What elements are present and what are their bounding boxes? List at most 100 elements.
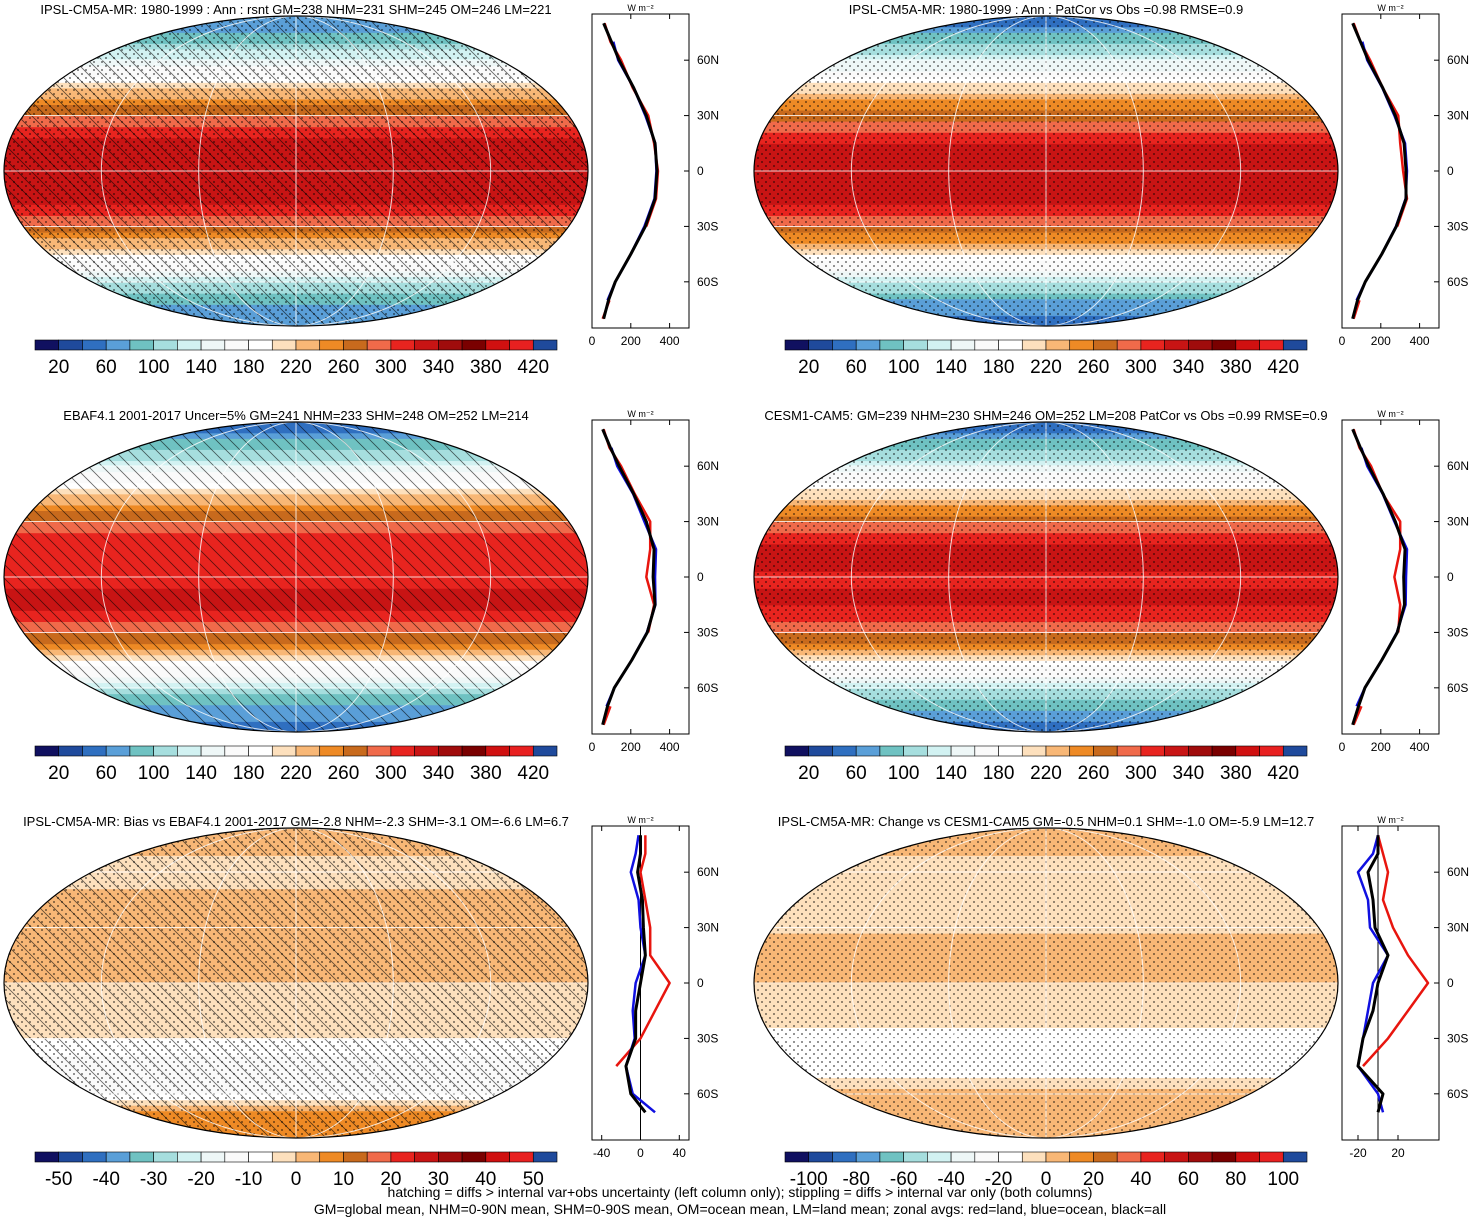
colorbar-box — [271, 745, 297, 757]
colorbar-box — [129, 339, 154, 351]
colorbar-box — [1211, 1151, 1237, 1163]
colorbar-label: 260 — [328, 357, 360, 378]
y-tick-label: 30N — [697, 515, 719, 529]
colorbar-box — [34, 745, 60, 757]
colorbar-label: 100 — [888, 763, 920, 784]
map-band — [754, 332, 1338, 338]
colorbar-label: 100 — [138, 357, 170, 378]
colorbar-label: 0 — [291, 1169, 302, 1190]
colorbar-box — [974, 1151, 999, 1163]
colorbar-label: 300 — [375, 763, 407, 784]
zonal-line — [1352, 428, 1402, 633]
panel-title: IPSL-CM5A-MR: Change vs CESM1-CAM5 GM=-0… — [778, 814, 1314, 829]
colorbar-box — [177, 1151, 202, 1163]
colorbar-box — [82, 339, 107, 351]
colorbar-box — [1211, 745, 1237, 757]
zonal-unit: W m⁻² — [627, 3, 653, 13]
colorbar-label: 380 — [1220, 763, 1252, 784]
colorbar-label: 20 — [1083, 1169, 1104, 1190]
colorbar-label: -20 — [187, 1169, 214, 1190]
colorbar-box — [855, 339, 881, 351]
colorbar-box — [998, 339, 1023, 351]
colorbar-box — [784, 339, 810, 351]
colorbar-label: 180 — [983, 763, 1015, 784]
map-outline — [753, 421, 1339, 733]
zonal-unit: W m⁻² — [627, 409, 653, 419]
colorbar-box — [105, 745, 131, 757]
x-tick-label: 0 — [589, 740, 596, 754]
zonal-frame — [1341, 825, 1440, 1141]
colorbar-box — [34, 1151, 60, 1163]
zonal-line — [606, 41, 658, 301]
colorbar-box — [248, 339, 273, 351]
colorbar-box — [1045, 339, 1071, 351]
colorbar-box — [295, 1151, 321, 1163]
colorbar-box — [1140, 1151, 1165, 1163]
colorbar-box — [832, 1151, 857, 1163]
colorbar-label: 60 — [846, 357, 867, 378]
colorbar-box — [950, 1151, 976, 1163]
colorbar-box — [808, 339, 833, 351]
map-band — [4, 1144, 588, 1150]
colorbar-label: 140 — [185, 763, 217, 784]
colorbar-label: 420 — [517, 357, 549, 378]
colorbar-label: 220 — [1030, 763, 1062, 784]
map-band — [4, 738, 588, 744]
y-tick-label: 60N — [1447, 459, 1469, 473]
colorbar-box — [200, 745, 226, 757]
colorbar-box — [855, 1151, 881, 1163]
colorbar-label: 180 — [983, 357, 1015, 378]
colorbar-box — [950, 339, 976, 351]
colorbar-box — [295, 339, 321, 351]
colorbar-box — [438, 745, 463, 757]
y-tick-label: 30S — [697, 219, 718, 233]
colorbar-box — [82, 1151, 107, 1163]
colorbar-box — [832, 339, 857, 351]
y-tick-label: 30S — [697, 1031, 718, 1045]
colorbar-box — [1021, 1151, 1047, 1163]
colorbar-label: 260 — [1078, 357, 1110, 378]
colorbar-box — [903, 339, 928, 351]
colorbar-box — [1069, 1151, 1094, 1163]
colorbar-box — [153, 339, 178, 351]
colorbar-box — [153, 745, 178, 757]
map-band — [754, 1144, 1338, 1150]
colorbar-label: 180 — [233, 357, 265, 378]
colorbar-label: 30 — [428, 1169, 449, 1190]
colorbar-box — [879, 339, 904, 351]
y-tick-label: 60S — [697, 275, 718, 289]
colorbar-box — [998, 745, 1023, 757]
colorbar-label: -20 — [985, 1169, 1012, 1190]
colorbar-label: -50 — [45, 1169, 72, 1190]
colorbar-box — [1021, 339, 1047, 351]
colorbar-box — [1282, 339, 1308, 351]
colorbar-box — [343, 1151, 368, 1163]
map-meridian — [198, 16, 394, 326]
colorbar-box — [832, 745, 857, 757]
panel-title: IPSL-CM5A-MR: 1980-1999 : Ann : PatCor v… — [849, 2, 1244, 17]
map-meridian — [948, 422, 1144, 732]
colorbar-box — [532, 339, 558, 351]
y-tick-label: 60S — [1447, 681, 1468, 695]
colorbar-box — [1116, 339, 1142, 351]
zonal-line — [1355, 447, 1409, 707]
colorbar-box — [1259, 745, 1284, 757]
colorbar-box — [974, 745, 999, 757]
colorbar-box — [1045, 1151, 1071, 1163]
colorbar-box — [784, 745, 810, 757]
colorbar-label: 420 — [1267, 763, 1299, 784]
colorbar-label: 60 — [846, 763, 867, 784]
colorbar-box — [1140, 745, 1165, 757]
colorbar-box — [1235, 745, 1260, 757]
zonal-line — [602, 428, 656, 633]
colorbar-box — [271, 339, 297, 351]
colorbar-box — [485, 339, 510, 351]
colorbar-box — [343, 745, 368, 757]
y-tick-label: 60N — [697, 865, 719, 879]
footnote: hatching = diffs > internal var+obs unce… — [388, 1184, 1093, 1200]
y-tick-label: 0 — [1447, 570, 1454, 584]
map — [754, 16, 1338, 338]
colorbar-box — [855, 745, 881, 757]
zonal-frame — [591, 419, 690, 735]
